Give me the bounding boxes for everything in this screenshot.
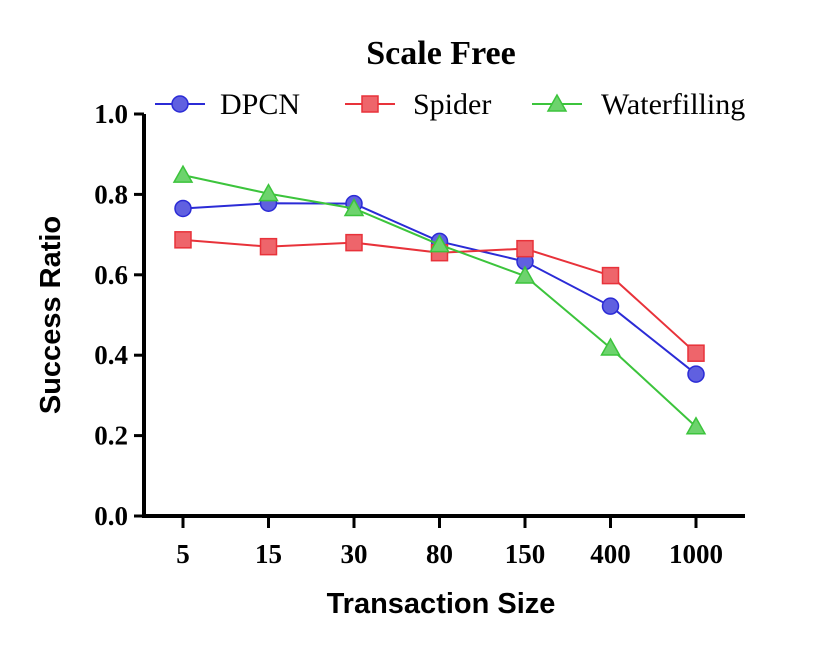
x-tick-label: 80 [426,539,453,569]
legend-label: DPCN [220,88,300,121]
y-tick-label: 0.4 [94,340,128,370]
x-ticks: 5 15 30 80 150 400 1000 [176,516,723,569]
legend-label: Spider [413,88,491,121]
data-point-spider [345,233,363,252]
x-tick-label: 5 [176,539,190,569]
x-tick-label: 150 [505,539,546,569]
series-spider [174,231,705,362]
y-tick-label: 0.0 [94,501,128,531]
series-line-waterfilling [182,174,697,428]
data-point-waterfilling [429,234,450,253]
series-line-dpcn [182,202,697,375]
data-point-dpcn [687,365,705,383]
y-axis-label: Success Ratio [35,216,67,414]
data-point-dpcn [601,297,620,315]
y-ticks: 0.0 0.2 0.4 0.6 0.8 1.0 [94,99,144,531]
legend: DPCN Spider Waterfilling [155,88,745,121]
x-tick-label: 15 [255,539,282,569]
data-point-waterfilling [172,164,194,183]
series-waterfilling [172,164,707,435]
legend-item-spider: Spider [345,88,491,121]
data-point-waterfilling [258,183,279,202]
data-point-waterfilling [514,265,536,284]
chart-title: Scale Free [366,35,515,72]
legend-item-waterfilling: Waterfilling [532,88,745,121]
data-point-waterfilling [685,416,707,435]
legend-marker-spider [361,95,379,113]
y-tick-label: 1.0 [94,99,128,129]
y-tick-label: 0.6 [94,260,128,290]
data-point-waterfilling [343,197,365,217]
y-tick-label: 0.2 [94,421,128,451]
y-tick-label: 0.8 [94,179,128,209]
data-point-spider [687,344,705,362]
legend-item-dpcn: DPCN [155,88,300,121]
data-point-spider [174,231,192,249]
series-layer [172,164,707,435]
x-tick-label: 400 [590,539,631,569]
legend-marker-waterfilling [546,93,568,112]
data-point-waterfilling [600,337,621,356]
x-axis-label: Transaction Size [327,588,556,620]
legend-marker-dpcn [171,95,189,113]
data-point-dpcn [174,199,192,218]
data-point-spider [259,237,278,256]
data-point-spider [601,266,620,285]
legend-label: Waterfilling [601,88,745,121]
data-point-spider [516,239,534,258]
x-tick-label: 30 [341,539,368,569]
x-tick-label: 1000 [669,539,723,569]
